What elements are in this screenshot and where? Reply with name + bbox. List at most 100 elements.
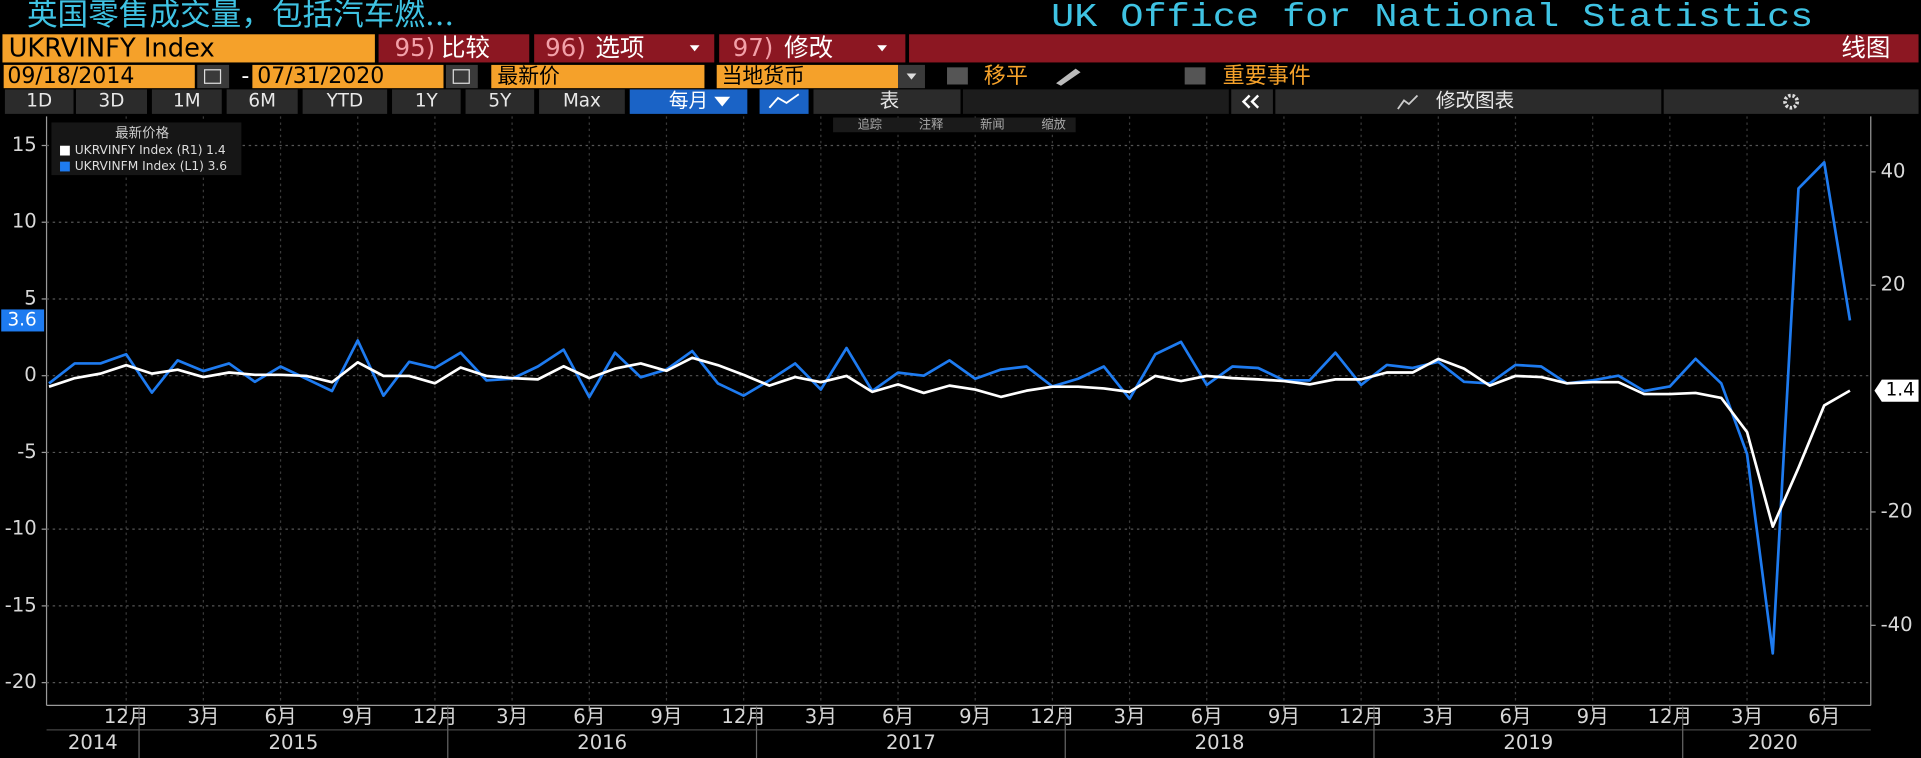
- moving-average[interactable]: 移平: [984, 64, 1028, 89]
- currency[interactable]: 当地货币: [722, 64, 805, 88]
- x-tick-label: 3月: [187, 705, 219, 728]
- menu-label[interactable]: 选项: [595, 33, 644, 62]
- period-label[interactable]: YTD: [326, 91, 364, 112]
- period-button[interactable]: [465, 89, 535, 114]
- x-tick-label: 12月: [1648, 705, 1693, 728]
- x-tick-label: 6月: [1808, 705, 1840, 728]
- dropdown-arrow: [906, 73, 917, 80]
- period-button[interactable]: [75, 89, 148, 114]
- year-label: 2020: [1748, 731, 1798, 754]
- calendar-icon: [203, 69, 222, 84]
- chart-kind-bar: [909, 34, 1919, 63]
- key-events[interactable]: 重要事件: [1223, 64, 1311, 89]
- menu-number[interactable]: 95): [394, 33, 435, 62]
- grid: [46, 116, 1871, 705]
- currency-field[interactable]: [716, 64, 899, 89]
- y-tick-label: 0: [24, 363, 36, 386]
- edit-chart-icon: [1397, 94, 1419, 110]
- table[interactable]: 表: [880, 89, 900, 112]
- x-tick-label: 12月: [1339, 705, 1384, 728]
- x-tick-label: 9月: [650, 705, 682, 728]
- period-button[interactable]: [302, 89, 388, 114]
- legend-title: 最新价格: [115, 125, 169, 141]
- date-dash: -: [241, 64, 249, 89]
- menu-label[interactable]: 修改: [784, 33, 833, 62]
- period-label[interactable]: 6M: [248, 91, 276, 112]
- ticker[interactable]: UKRVINFY Index: [9, 33, 215, 63]
- period-label[interactable]: Max: [563, 91, 601, 112]
- edit-chart[interactable]: 修改图表: [1436, 89, 1514, 112]
- end-date[interactable]: 07/31/2020: [257, 64, 384, 89]
- period-label[interactable]: 3D: [99, 91, 125, 112]
- tool[interactable]: 追踪: [858, 116, 882, 131]
- x-tick-label: 3月: [805, 705, 837, 728]
- menu-button[interactable]: [534, 34, 715, 63]
- period-button[interactable]: [4, 89, 74, 114]
- dropdown-arrow[interactable]: [877, 45, 887, 52]
- y2-tick-label: -20: [1881, 499, 1913, 522]
- security-title: 英国零售成交量，包括汽车燃...: [27, 0, 454, 33]
- period-label[interactable]: 1D: [26, 91, 52, 112]
- menu-button[interactable]: [719, 34, 906, 63]
- period-label[interactable]: 1Y: [415, 91, 439, 112]
- checkbox[interactable]: [947, 67, 968, 85]
- x-tick-label: 3月: [496, 705, 528, 728]
- year-label: 2015: [268, 731, 318, 754]
- last-value-label: 3.6: [7, 309, 36, 330]
- calendar-icon: [452, 69, 470, 84]
- dropdown-arrow: [714, 96, 731, 107]
- menu-label[interactable]: 比较: [441, 33, 490, 62]
- x-tick-label: 3月: [1114, 705, 1146, 728]
- x-tick-label: 9月: [1268, 705, 1300, 728]
- calendar-button[interactable]: [197, 64, 230, 89]
- period-button[interactable]: [151, 89, 222, 114]
- plot: [48, 161, 1852, 655]
- checkbox[interactable]: [1184, 67, 1206, 85]
- x-tick-label: 3月: [1731, 705, 1763, 728]
- tool[interactable]: 缩放: [1041, 116, 1065, 131]
- last-value-tag: [1, 309, 45, 332]
- source: UK Office for National Statistics: [1051, 0, 1813, 36]
- period-label[interactable]: 1M: [173, 91, 201, 112]
- period-button[interactable]: [392, 89, 461, 114]
- last-value-tag: [1874, 379, 1919, 402]
- menu-button[interactable]: [378, 34, 530, 63]
- menu-number[interactable]: 97): [733, 33, 774, 62]
- menu-number[interactable]: 96): [545, 33, 586, 62]
- tool[interactable]: 新闻: [980, 116, 1004, 131]
- start-date-field[interactable]: [3, 64, 195, 89]
- series-line: [48, 356, 1851, 529]
- ticker-box[interactable]: [2, 34, 375, 63]
- y-tick-label: -5: [17, 440, 37, 463]
- dropdown-arrow[interactable]: [689, 45, 700, 52]
- x-tick-label: 9月: [1577, 705, 1609, 728]
- x-tick-label: 6月: [265, 705, 297, 728]
- frequency-button[interactable]: [629, 89, 748, 114]
- line-icon: [768, 93, 800, 109]
- chart-kind[interactable]: 线图: [1841, 33, 1890, 62]
- x-tick-label: 12月: [721, 705, 766, 728]
- price-type[interactable]: 最新价: [497, 64, 560, 88]
- x-tick-label: 9月: [959, 705, 991, 728]
- period-label[interactable]: 5Y: [488, 91, 512, 112]
- year-label: 2019: [1503, 731, 1553, 754]
- legend-value: 3.6: [208, 159, 228, 173]
- settings-button[interactable]: [1663, 89, 1919, 114]
- end-date-field[interactable]: [252, 64, 444, 89]
- edit-chart-button[interactable]: [1275, 89, 1662, 114]
- last-value-label: 1.4: [1886, 380, 1915, 401]
- pencil-icon[interactable]: [1056, 68, 1081, 86]
- frequency[interactable]: 每月: [669, 89, 708, 112]
- y-tick-label: -20: [5, 670, 37, 693]
- tool[interactable]: 注释: [919, 116, 943, 131]
- calendar-button[interactable]: [445, 64, 478, 89]
- tools-bar: [833, 117, 1076, 133]
- start-date[interactable]: 09/18/2014: [7, 64, 134, 89]
- period-button[interactable]: [539, 89, 625, 114]
- period-button[interactable]: [226, 89, 298, 114]
- table-button[interactable]: [813, 89, 961, 114]
- price-field[interactable]: [491, 64, 705, 89]
- axes: 15 10 5 0 -5 -10 -15 -20 40 20 -20 -40 12月 3月 6月 9月 12月 3…: [1, 133, 1919, 758]
- y-tick-label: 10: [12, 210, 37, 233]
- x-tick-label: 3月: [1422, 705, 1454, 728]
